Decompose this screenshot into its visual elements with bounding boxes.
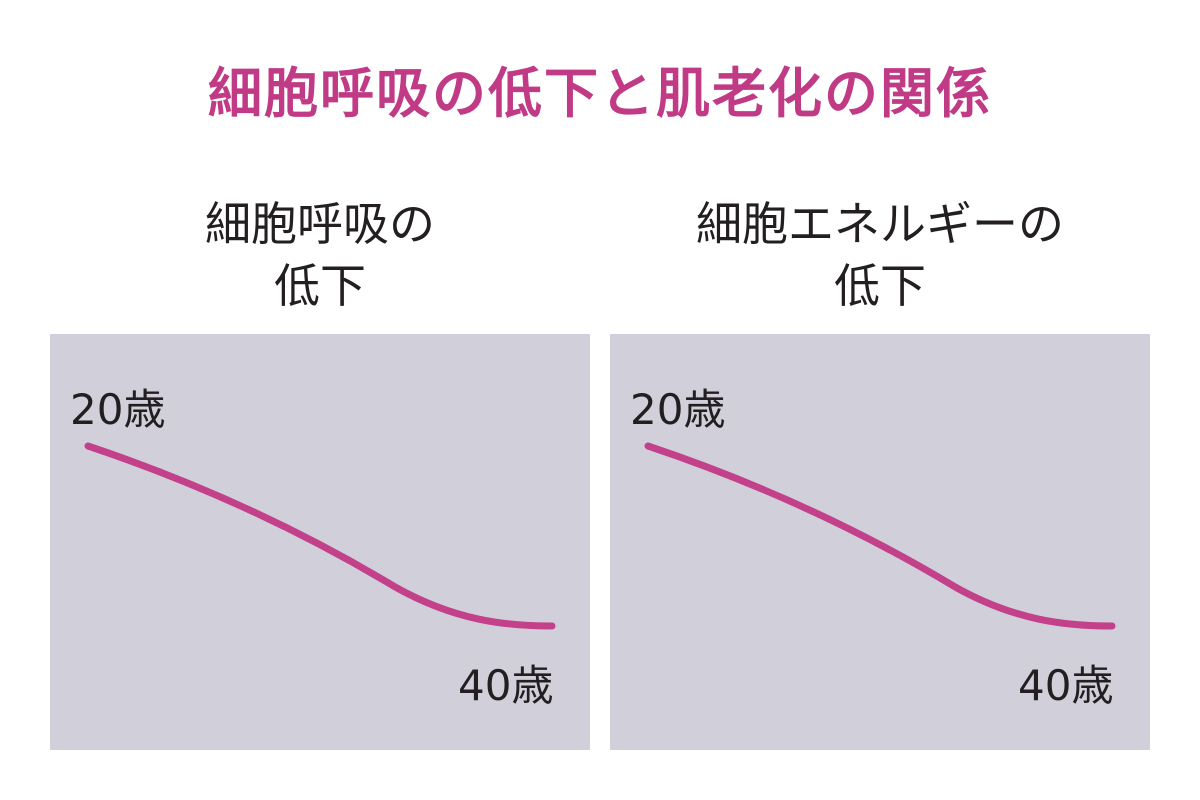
decline-curve (644, 442, 1116, 630)
panel-title-line-1: 細胞エネルギーの (696, 197, 1064, 251)
panel-title: 細胞呼吸の 低下 (50, 193, 590, 317)
panel-title: 細胞エネルギーの 低下 (610, 193, 1150, 317)
panel-title-line-1: 細胞呼吸の (205, 197, 435, 251)
panel-cell-energy: 細胞エネルギーの 低下 20歳 40歳 (610, 0, 1150, 800)
chart-main-title: 細胞呼吸の低下と肌老化の関係 (208, 62, 992, 125)
panel-cell-respiration: 細胞呼吸の 低下 20歳 40歳 (50, 0, 590, 800)
end-age-label: 40歳 (458, 661, 553, 710)
plot-area: 20歳 40歳 (50, 334, 590, 750)
panel-title-line-2: 低下 (274, 259, 366, 313)
decline-curve (84, 442, 556, 630)
end-age-label: 40歳 (1018, 661, 1113, 710)
start-age-label: 20歳 (70, 385, 165, 434)
plot-area: 20歳 40歳 (610, 334, 1150, 750)
panel-title-line-2: 低下 (834, 259, 926, 313)
start-age-label: 20歳 (630, 385, 725, 434)
